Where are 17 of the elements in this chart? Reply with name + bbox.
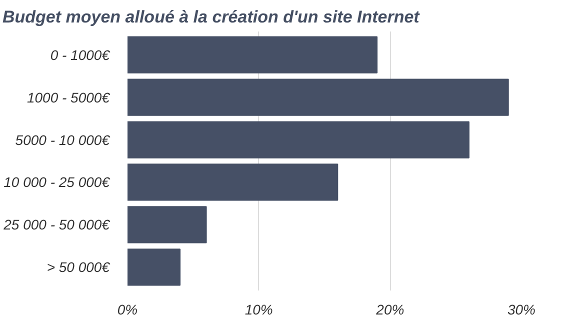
y-tick-label: 0 - 1000€ — [50, 46, 111, 63]
bar — [128, 78, 509, 116]
x-tick-label: 30% — [507, 302, 536, 318]
x-tick-label: 0% — [117, 302, 138, 318]
y-tick-label: > 50 000€ — [46, 259, 111, 276]
bar — [128, 164, 338, 201]
bar — [128, 121, 470, 158]
x-tick-label: 20% — [375, 302, 404, 318]
y-tick-label: 25 000 - 50 000€ — [2, 216, 111, 233]
chart-title: Budget moyen alloué à la création d'un site Internet — [2, 8, 421, 26]
x-tick-label: 10% — [244, 302, 273, 318]
bar — [128, 36, 378, 74]
y-tick-label: 5000 - 10 000€ — [15, 132, 111, 148]
bar — [128, 248, 181, 286]
y-tick-label: 10 000 - 25 000€ — [4, 174, 111, 190]
y-tick-label: 1000 - 5000€ — [26, 89, 111, 106]
bar — [128, 206, 207, 244]
